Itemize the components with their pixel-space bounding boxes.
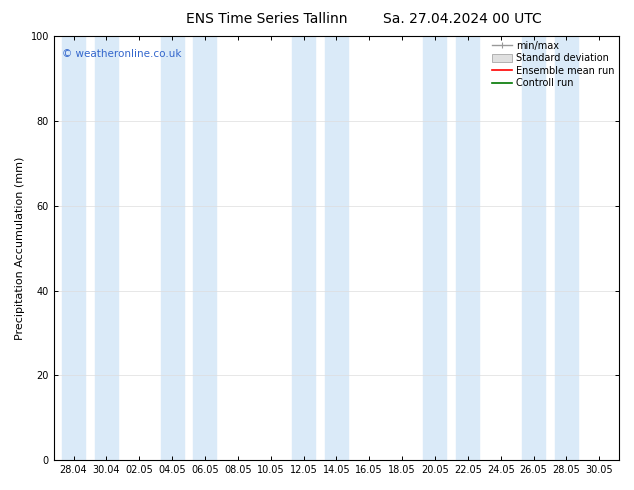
- Bar: [62, 36, 85, 460]
- Bar: [292, 36, 315, 460]
- Text: ENS Time Series Tallinn: ENS Time Series Tallinn: [186, 12, 347, 26]
- Bar: [325, 36, 348, 460]
- Bar: [193, 36, 216, 460]
- Legend: min/max, Standard deviation, Ensemble mean run, Controll run: min/max, Standard deviation, Ensemble me…: [490, 39, 616, 90]
- Bar: [456, 36, 479, 460]
- Bar: [555, 36, 578, 460]
- Y-axis label: Precipitation Accumulation (mm): Precipitation Accumulation (mm): [15, 156, 25, 340]
- Bar: [95, 36, 118, 460]
- Bar: [522, 36, 545, 460]
- Bar: [424, 36, 446, 460]
- Bar: [160, 36, 184, 460]
- Text: Sa. 27.04.2024 00 UTC: Sa. 27.04.2024 00 UTC: [384, 12, 542, 26]
- Text: © weatheronline.co.uk: © weatheronline.co.uk: [62, 49, 182, 59]
